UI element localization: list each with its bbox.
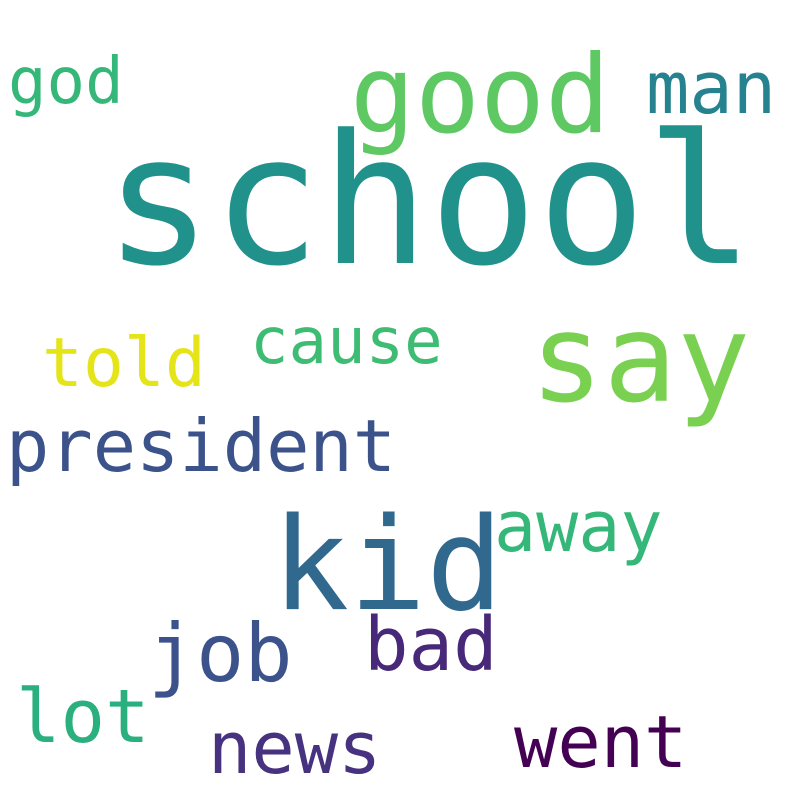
word-told: told [42, 324, 206, 403]
word-went: went [514, 700, 688, 784]
word-say: say [530, 288, 751, 430]
word-lot: lot [16, 674, 150, 760]
word-bad: bad [364, 602, 498, 688]
word-kid: kid [272, 491, 504, 640]
word-god: god [8, 45, 124, 119]
word-man: man [646, 46, 777, 130]
word-school: school [104, 97, 755, 306]
word-away: away [494, 486, 663, 568]
word-cause: cause [250, 305, 443, 379]
word-president: president [6, 404, 397, 488]
word-good: good [350, 33, 611, 158]
word-news: news [208, 706, 382, 790]
word-job: job [148, 607, 293, 700]
